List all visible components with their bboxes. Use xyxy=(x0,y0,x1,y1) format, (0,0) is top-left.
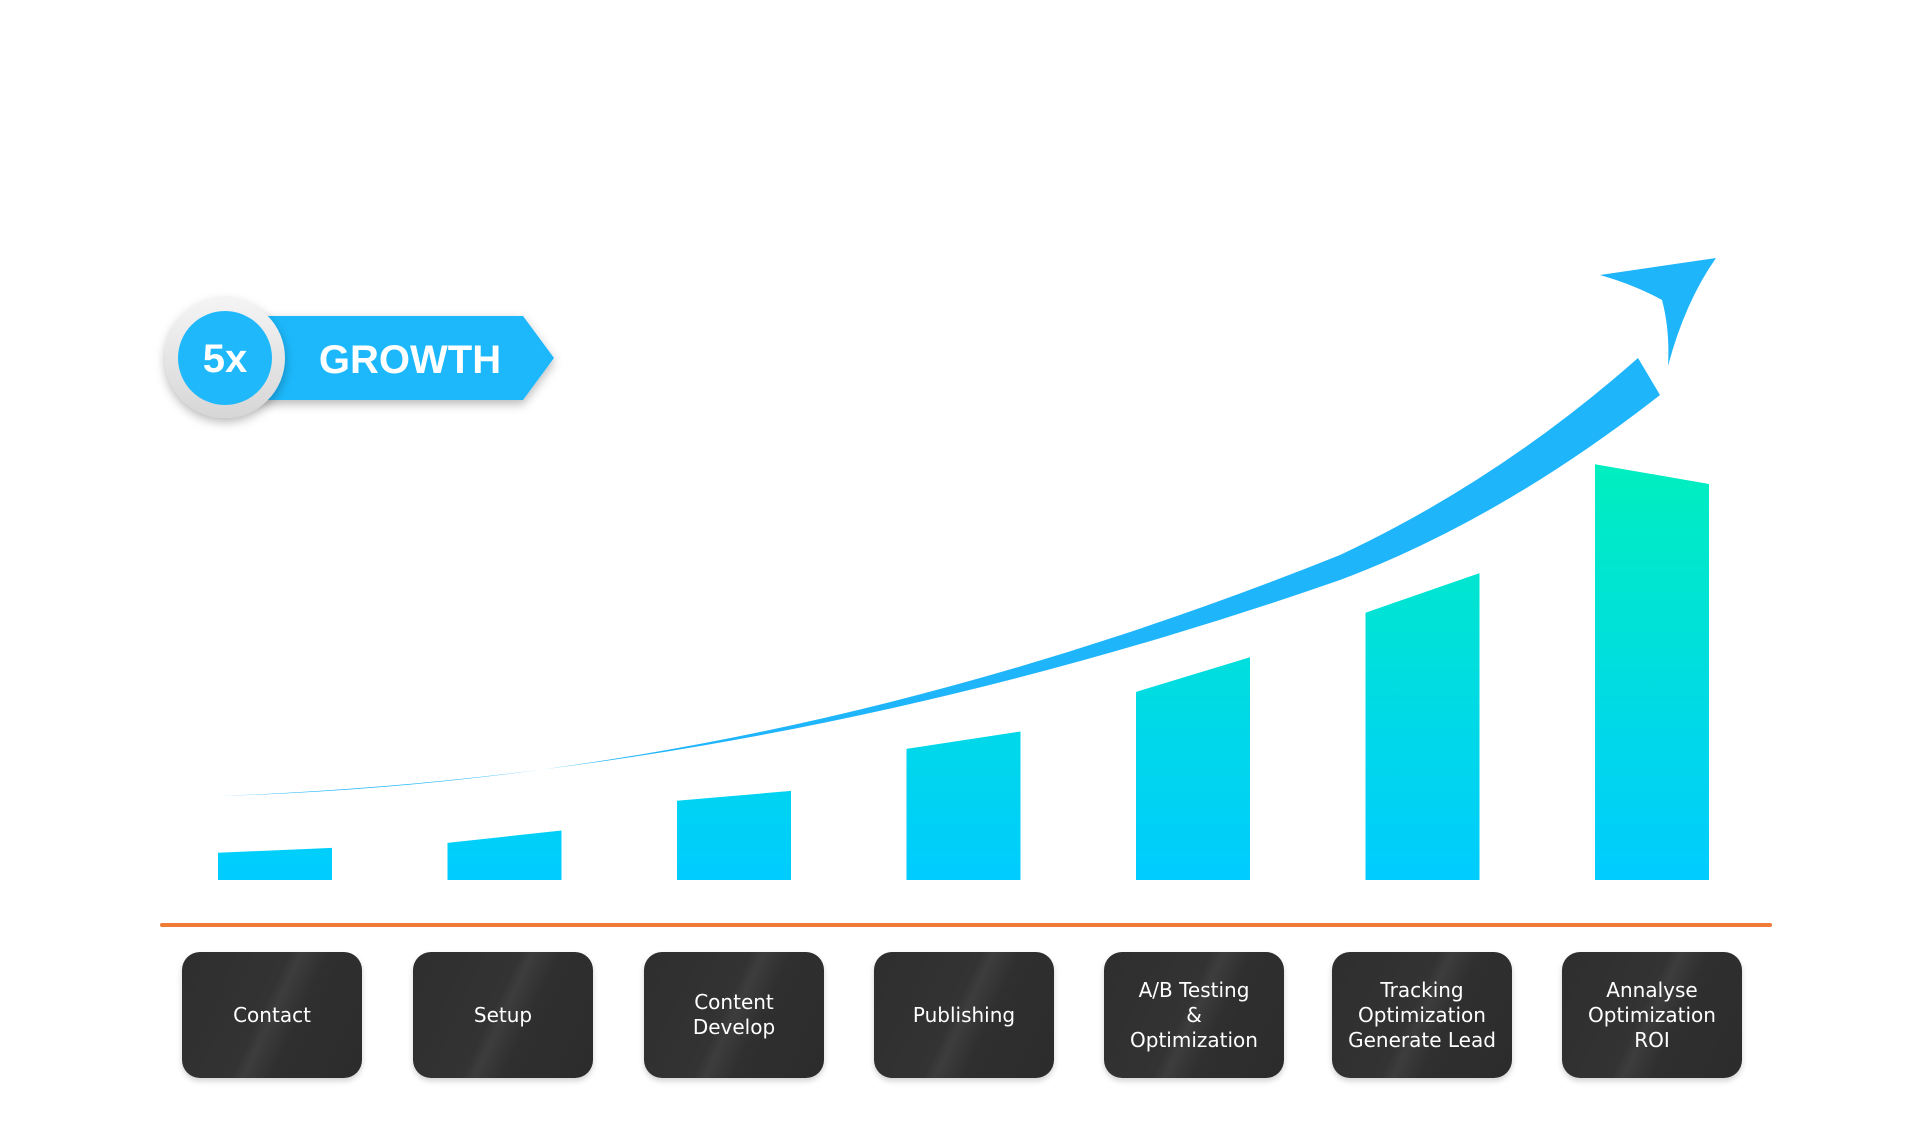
step-label: A/B Testing & Optimization xyxy=(1124,978,1264,1053)
bar-series xyxy=(218,464,1709,880)
step-box-content-develop: Content Develop xyxy=(644,952,824,1078)
step-label: Contact xyxy=(227,1003,317,1028)
bar-7 xyxy=(1595,464,1709,880)
step-label: Publishing xyxy=(907,1003,1021,1028)
step-label: Setup xyxy=(468,1003,538,1028)
step-label: Content Develop xyxy=(687,990,781,1040)
step-box-contact: Contact xyxy=(182,952,362,1078)
step-box-ab-testing: A/B Testing & Optimization xyxy=(1104,952,1284,1078)
step-box-analyse: Annalyse Optimization ROI xyxy=(1562,952,1742,1078)
step-box-setup: Setup xyxy=(413,952,593,1078)
bar-5 xyxy=(1136,657,1250,880)
bar-2 xyxy=(448,831,562,881)
step-box-tracking: Tracking Optimization Generate Lead xyxy=(1332,952,1512,1078)
step-box-publishing: Publishing xyxy=(874,952,1054,1078)
growth-badge: 5x GROWTH xyxy=(165,298,554,418)
bar-6 xyxy=(1366,573,1480,880)
bar-3 xyxy=(677,791,791,880)
bar-4 xyxy=(907,732,1021,881)
badge-label: GROWTH xyxy=(319,338,501,382)
step-label: Annalyse Optimization ROI xyxy=(1582,978,1722,1053)
step-label: Tracking Optimization Generate Lead xyxy=(1342,978,1502,1053)
trend-arrow-head xyxy=(1600,258,1716,366)
badge-multiplier: 5x xyxy=(203,337,248,381)
bar-1 xyxy=(218,848,332,880)
